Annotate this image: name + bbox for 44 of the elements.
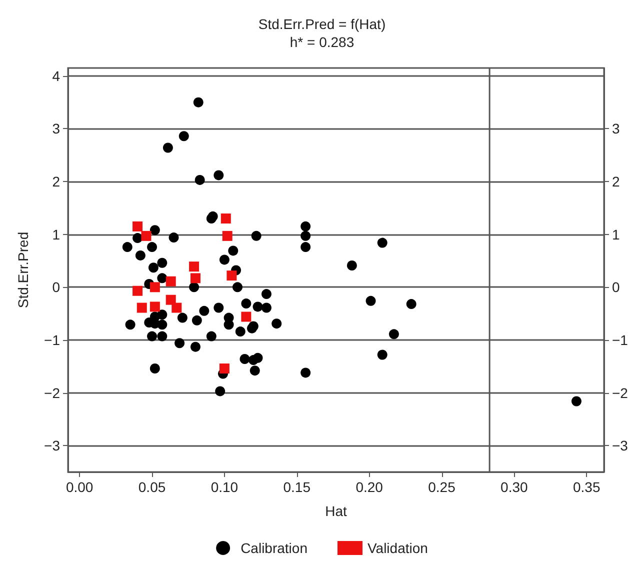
point	[189, 262, 200, 272]
x-axis-title: Hat	[325, 503, 347, 519]
x-tick-label: 0.20	[356, 479, 384, 495]
y-tick-label: 1	[52, 226, 60, 242]
point	[241, 312, 252, 322]
x-tick-label: 0.10	[210, 479, 238, 495]
point	[136, 302, 147, 313]
y-tick-label: −1	[44, 332, 60, 348]
x-tick-label: 0.25	[428, 479, 456, 495]
y-tick-label: 4	[52, 68, 60, 84]
point	[190, 273, 200, 284]
chart-title: Std.Err.Pred = f(Hat)	[258, 16, 386, 32]
legend-label: Validation	[367, 540, 428, 556]
x-tick-label: 0.30	[500, 479, 528, 495]
point	[222, 230, 232, 241]
point	[166, 294, 176, 305]
x-tick-label: 0.35	[572, 479, 600, 495]
y2-tick-label: −3	[612, 438, 628, 454]
point	[220, 214, 231, 224]
point	[150, 302, 160, 312]
x-tick-label: 0.05	[138, 479, 166, 495]
point	[226, 270, 237, 281]
point	[132, 286, 143, 296]
x-tick-label: 0.00	[66, 479, 94, 495]
point	[172, 302, 182, 313]
y-axis-title: Std.Err.Pred	[15, 232, 31, 308]
y2-tick-label: 0	[612, 279, 620, 296]
y-tick-label: −3	[44, 438, 60, 454]
y2-tick-label: 3	[612, 120, 620, 137]
y-tick-label: 3	[52, 120, 60, 137]
point	[219, 363, 230, 374]
y-tick-label: 2	[52, 174, 60, 190]
y-tick-label: −2	[44, 384, 60, 401]
chart-subtitle: h* = 0.283	[290, 34, 354, 50]
y2-tick-label: −1	[612, 332, 628, 348]
y2-tick-label: −2	[612, 384, 628, 401]
y2-tick-label: 1	[612, 226, 620, 242]
x-tick-label: 0.15	[283, 479, 311, 495]
point	[141, 230, 152, 241]
y2-tick-label: 2	[612, 174, 620, 190]
point	[166, 276, 176, 286]
legend-label: Calibration	[240, 540, 308, 556]
y-tick-label: 0	[52, 279, 60, 296]
point	[132, 221, 143, 232]
